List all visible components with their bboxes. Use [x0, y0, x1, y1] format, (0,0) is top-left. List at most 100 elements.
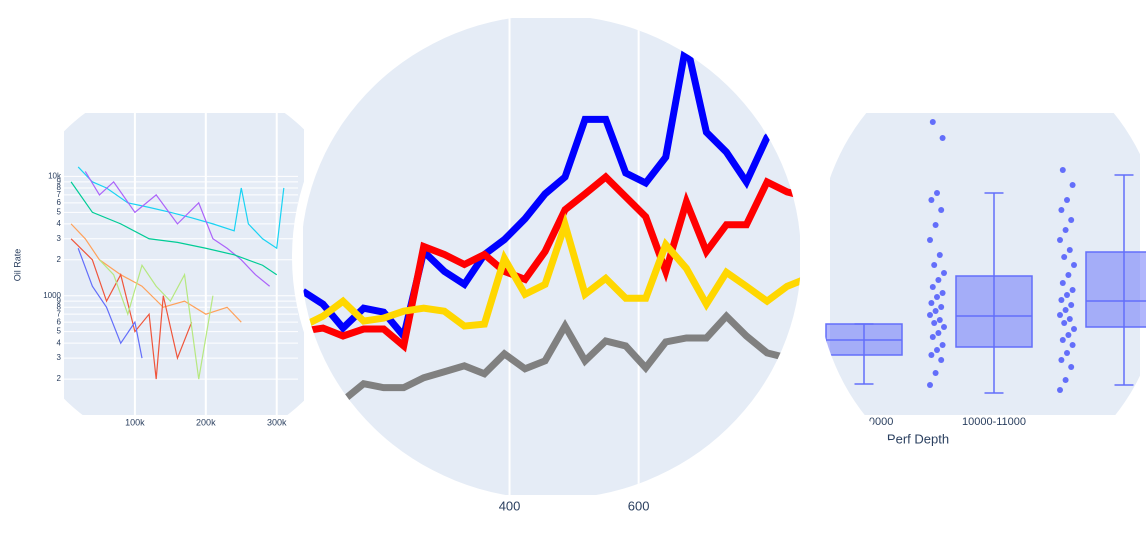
point	[1062, 227, 1069, 233]
point	[932, 370, 939, 376]
y-tick-label: 2	[57, 255, 62, 264]
point	[1071, 326, 1077, 332]
point	[929, 119, 936, 125]
point	[1057, 387, 1063, 393]
x-tick-label: 10000-11000	[962, 416, 1026, 428]
point	[927, 312, 933, 318]
point	[1065, 272, 1072, 278]
point	[1069, 182, 1076, 188]
x-tick-label: 300k	[267, 417, 287, 427]
right-chart: 9000-10000 10000-11000 Perf Depth	[825, 113, 1146, 446]
point	[1064, 350, 1070, 356]
point	[929, 334, 936, 340]
point	[1068, 217, 1075, 223]
point	[935, 330, 942, 336]
y-tick-label: 5	[57, 207, 62, 216]
box	[1085, 251, 1146, 328]
x-tick-label: 400	[499, 498, 521, 513]
y-tick-label: 4	[57, 219, 62, 228]
y-tick-label: 5	[57, 327, 62, 336]
point	[1058, 357, 1065, 363]
point	[1057, 237, 1063, 243]
point	[928, 300, 935, 306]
point	[941, 324, 947, 330]
point	[934, 294, 940, 300]
box	[955, 275, 1033, 348]
point	[1059, 167, 1066, 173]
point	[936, 317, 943, 323]
x-tick-label: 200k	[196, 417, 216, 427]
point	[1066, 247, 1073, 253]
left-chart	[64, 113, 304, 415]
series-line	[302, 311, 801, 405]
point	[938, 207, 945, 213]
point	[938, 304, 945, 310]
point	[939, 290, 946, 296]
point	[1066, 316, 1073, 322]
y-tick-label: 8	[57, 183, 62, 192]
point	[1062, 307, 1069, 313]
point	[936, 252, 943, 258]
point	[1068, 364, 1075, 370]
point	[932, 222, 939, 228]
y-tick-label: 1000	[43, 291, 61, 300]
point	[934, 347, 940, 353]
point	[1068, 302, 1075, 308]
series-line	[302, 172, 801, 353]
point	[931, 320, 938, 326]
point	[1058, 297, 1065, 303]
point	[1062, 377, 1069, 383]
x-axis-title: Perf Depth	[887, 431, 949, 446]
y-tick-label: 2	[57, 374, 62, 383]
y-tick-label: 7	[57, 309, 62, 318]
y-tick-label: 10k	[48, 172, 62, 181]
point	[1061, 320, 1068, 326]
point	[931, 262, 938, 268]
point	[1071, 262, 1077, 268]
point	[1064, 292, 1070, 298]
y-tick-label: 9	[57, 177, 62, 186]
point	[932, 308, 939, 314]
series-line	[301, 212, 801, 330]
point	[1059, 337, 1066, 343]
point	[927, 382, 933, 388]
point	[939, 135, 946, 141]
point	[1059, 280, 1066, 286]
y-tick-label: 8	[57, 302, 62, 311]
series-line	[70, 238, 193, 380]
series-line	[70, 181, 278, 276]
point	[1069, 287, 1076, 293]
point	[928, 352, 935, 358]
y-tick-label: 7	[57, 190, 62, 199]
y-tick-label: 3	[57, 234, 62, 243]
x-tick-label: 600	[628, 498, 650, 513]
y-tick-label: 6	[57, 317, 62, 326]
x-tick-label: 100k	[125, 417, 145, 427]
x-tick-label: 9000-10000	[835, 416, 894, 428]
series-line	[84, 171, 271, 287]
series-line	[77, 166, 285, 250]
center-chart	[301, 18, 801, 495]
point	[934, 190, 940, 196]
y-axis-title: Oil Rate	[12, 249, 22, 282]
y-tick-label: 6	[57, 198, 62, 207]
point	[1057, 312, 1063, 318]
y-tick-label: 9	[57, 296, 62, 305]
point	[941, 270, 947, 276]
point	[939, 342, 946, 348]
series-line	[70, 223, 242, 323]
series-line	[77, 248, 143, 359]
center-axes: 400 600	[499, 498, 650, 513]
plot-bg	[64, 113, 304, 415]
y-tick-label: 4	[57, 338, 62, 347]
point	[1058, 207, 1065, 213]
y-tick-label: 3	[57, 353, 62, 362]
point	[1069, 342, 1076, 348]
point	[1065, 332, 1072, 338]
point	[1061, 254, 1068, 260]
point	[929, 284, 936, 290]
point	[1064, 197, 1070, 203]
series-line	[99, 259, 214, 380]
